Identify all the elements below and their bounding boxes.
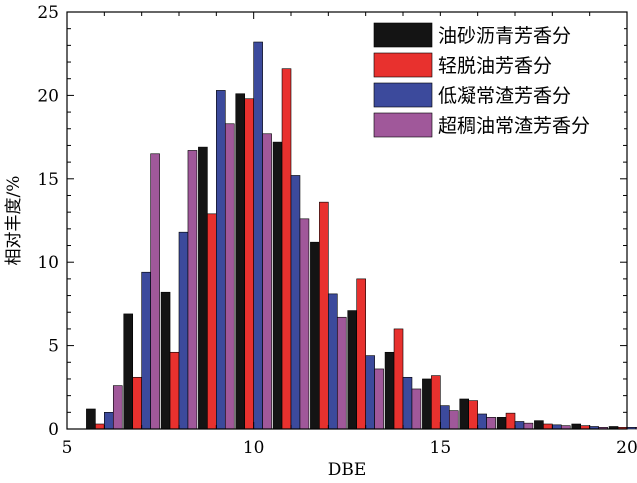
bar-s3-dbe14: [411, 388, 422, 430]
bar-s1-dbe12: [319, 201, 329, 430]
bar-s2-dbe10: [253, 41, 263, 430]
x-tick-label: 15: [430, 438, 452, 458]
bar-s0-dbe9: [198, 146, 208, 430]
bar-s3-dbe20: [635, 427, 637, 430]
bar-s2-dbe18: [552, 424, 562, 430]
bar-s1-dbe16: [468, 400, 478, 430]
bar-s1-dbe11: [281, 68, 292, 430]
y-axis-title: 相对丰度/%: [4, 176, 24, 266]
bar-s3-dbe10: [262, 133, 272, 430]
bar-s2-dbe13: [365, 355, 375, 430]
bar-s3-dbe7: [150, 153, 160, 430]
x-tick-label: 5: [62, 438, 73, 458]
x-tick-label: 20: [616, 438, 637, 458]
bar-s0-dbe12: [310, 241, 320, 430]
y-tick-label: 25: [37, 3, 59, 23]
bar-s1-dbe8: [169, 351, 180, 430]
y-tick-label: 15: [37, 170, 59, 190]
x-tick-label: 10: [243, 438, 265, 458]
bar-s0-dbe14: [384, 351, 395, 430]
bar-s2-dbe7: [141, 271, 151, 430]
legend-swatch-3: [373, 112, 433, 138]
legend-swatch-1: [373, 52, 433, 78]
legend-label-3: 超稠油常渣芳香分: [438, 115, 590, 137]
bar-s1-dbe18: [543, 423, 553, 430]
bar-s1-dbe13: [356, 278, 366, 430]
legend-label-0: 油砂沥青芳香分: [438, 25, 571, 47]
bar-s0-dbe18: [534, 420, 544, 430]
bar-s0-dbe15: [422, 378, 432, 430]
bar-s3-dbe17: [523, 422, 534, 430]
bar-s2-dbe11: [290, 175, 301, 430]
bar-s2-dbe8: [178, 231, 189, 430]
bar-s1-dbe10: [244, 98, 254, 430]
bar-s0-dbe8: [160, 291, 171, 430]
y-tick-label: 0: [48, 420, 59, 440]
legend-swatch-2: [373, 82, 433, 108]
bar-s1-dbe6: [95, 423, 105, 430]
bar-s2-dbe14: [402, 376, 413, 430]
bar-s2-dbe17: [514, 421, 525, 430]
bar-s3-dbe12: [336, 316, 347, 430]
bar-s2-dbe12: [328, 293, 338, 430]
bar-s3-dbe13: [374, 368, 384, 430]
bar-s3-dbe9: [224, 123, 235, 430]
plot-frame: [66, 11, 628, 430]
x-axis-title: DBE: [328, 460, 367, 480]
bar-s2-dbe6: [104, 412, 114, 430]
bar-s0-dbe6: [86, 408, 96, 430]
bar-s1-dbe14: [393, 328, 404, 430]
bar-s1-dbe7: [132, 376, 142, 430]
bar-s0-dbe7: [123, 313, 134, 430]
bar-s0-dbe17: [496, 417, 507, 430]
legend-label-1: 轻脱油芳香分: [438, 55, 552, 77]
bar-s3-dbe11: [299, 218, 310, 430]
bar-s1-dbe9: [207, 213, 217, 430]
bar-s3-dbe8: [187, 150, 198, 430]
bar-s0-dbe16: [459, 398, 470, 430]
bar-s2-dbe9: [216, 90, 226, 430]
bars-layer: [86, 41, 637, 430]
legend-swatch-0: [373, 22, 433, 48]
bar-s2-dbe15: [440, 405, 450, 430]
bar-s1-dbe17: [505, 412, 516, 430]
bar-s0-dbe10: [235, 93, 246, 430]
bar-s0-dbe11: [272, 141, 283, 430]
bar-s0-dbe13: [347, 310, 358, 430]
y-tick-label: 5: [48, 337, 59, 357]
bar-s3-dbe15: [448, 410, 459, 430]
bar-s1-dbe15: [431, 375, 441, 430]
legend-label-2: 低凝常渣芳香分: [438, 85, 571, 107]
bar-s3-dbe6: [112, 385, 123, 430]
y-tick-label: 20: [37, 86, 59, 106]
bar-s2-dbe20: [626, 427, 637, 430]
bar-s3-dbe16: [486, 417, 496, 430]
bar-s0-dbe19: [571, 423, 582, 430]
y-tick-label: 10: [37, 253, 59, 273]
bar-s2-dbe16: [477, 413, 487, 430]
